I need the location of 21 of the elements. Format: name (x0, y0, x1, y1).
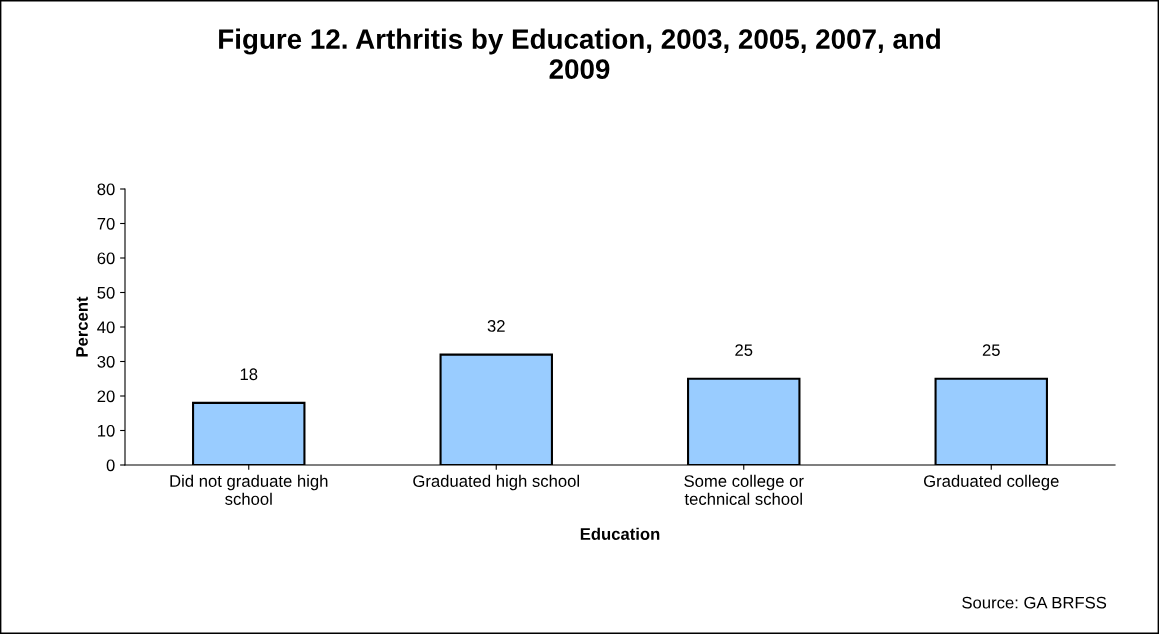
y-axis-title: Percent (76, 296, 88, 357)
x-tick-label: Some college or technical school (684, 474, 804, 505)
y-tick-label: 80 (97, 183, 115, 196)
x-tick-label: Did not graduate high school (170, 474, 328, 505)
y-tick-label: 70 (97, 217, 115, 230)
y-tick-label: 50 (97, 286, 115, 299)
y-tick-label: 10 (98, 424, 115, 437)
y-tick-label: 40 (97, 321, 115, 334)
y-tick-label: 60 (97, 252, 115, 265)
source-note: Source: GA BRFSS (962, 596, 1107, 609)
x-tick-label: Graduated college (923, 474, 1059, 491)
y-tick-label: 20 (97, 390, 115, 403)
x-axis-title: Education (580, 527, 660, 540)
chart-title: Figure 12. Arthritis by Education, 2003, 2005, 2007, and 2009 (219, 28, 940, 79)
x-tick-label: Graduated high school (413, 474, 579, 491)
data-label: 25 (982, 344, 1000, 357)
data-label: 18 (240, 368, 258, 381)
data-label: 32 (487, 320, 505, 332)
y-tick-label: 0 (106, 459, 115, 472)
y-tick-label: 30 (97, 355, 115, 368)
data-label: 25 (735, 344, 753, 357)
